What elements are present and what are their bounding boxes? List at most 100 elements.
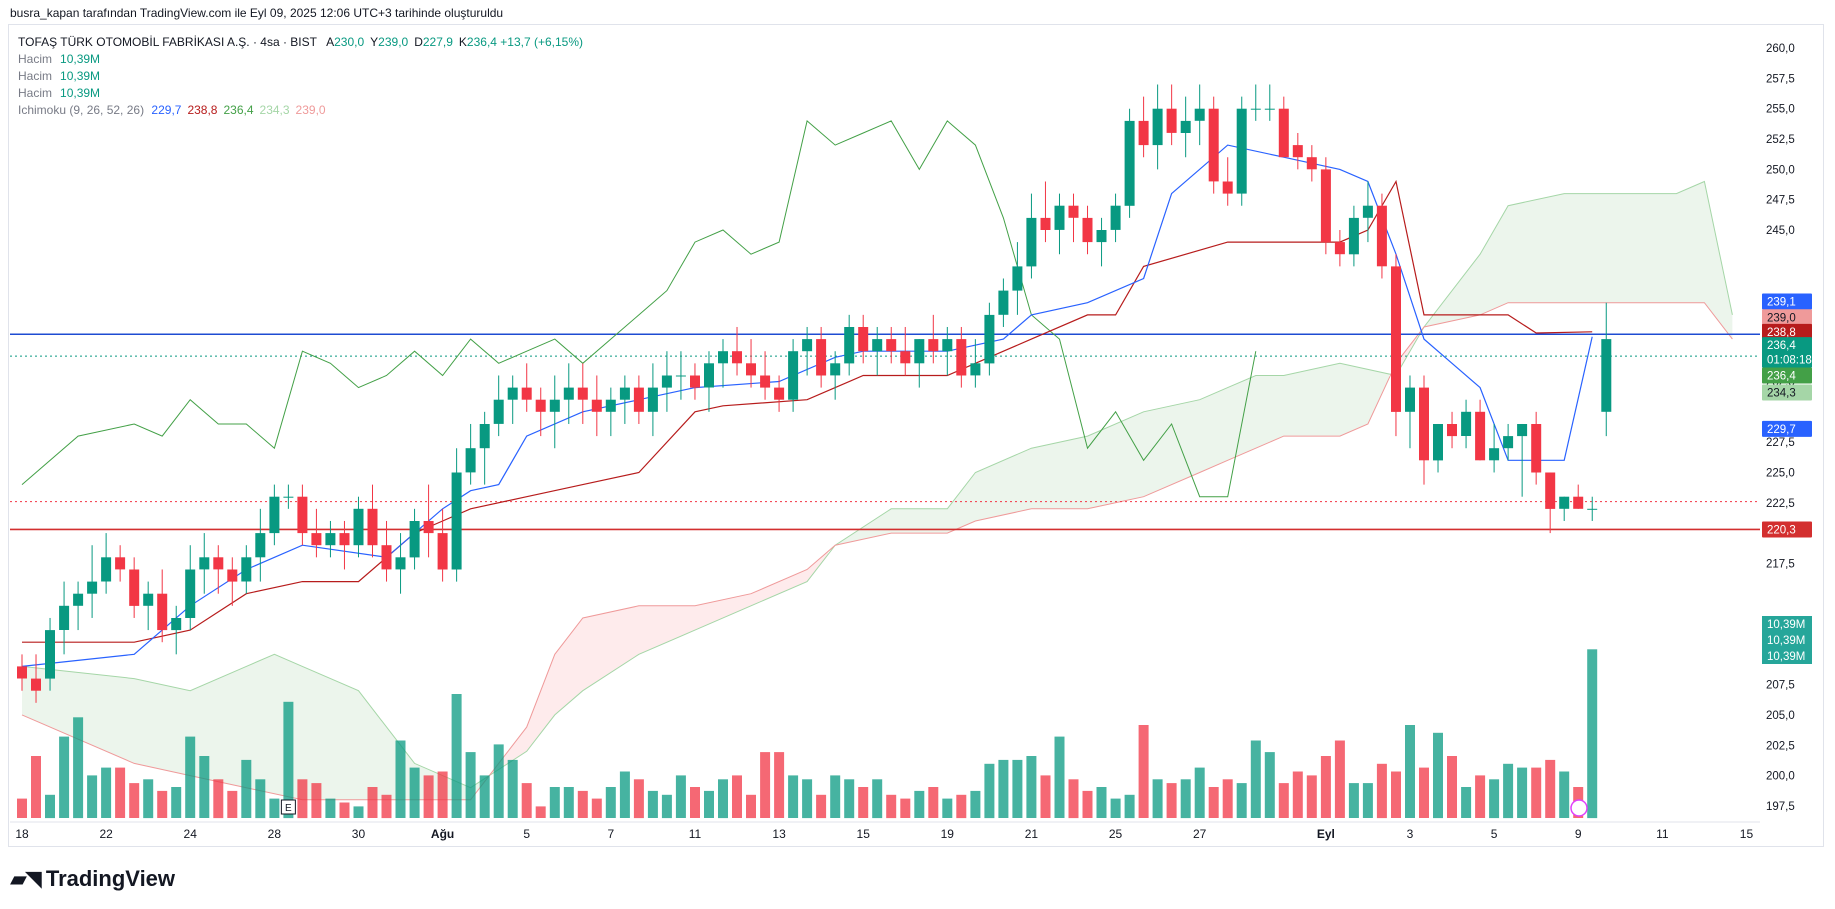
candle[interactable] <box>143 581 154 631</box>
candle[interactable] <box>1040 181 1051 243</box>
candle[interactable] <box>1208 96 1219 194</box>
candle[interactable] <box>1334 229 1345 267</box>
candle[interactable] <box>1447 411 1457 449</box>
candle[interactable] <box>45 617 55 691</box>
legend-ichimoku-row[interactable]: Ichimoku (9, 26, 52, 26) 229,7 238,8 236,4… <box>18 102 583 119</box>
candle[interactable] <box>1461 399 1472 449</box>
candle[interactable] <box>171 605 182 655</box>
candle[interactable] <box>199 533 210 594</box>
candle[interactable] <box>718 339 728 388</box>
candle[interactable] <box>942 326 953 376</box>
candle[interactable] <box>87 545 98 618</box>
candle[interactable] <box>690 363 700 400</box>
candle[interactable] <box>1012 242 1023 315</box>
candle[interactable] <box>465 423 476 485</box>
lightning-icon[interactable] <box>1570 799 1588 817</box>
candle[interactable] <box>914 339 925 388</box>
candle[interactable] <box>241 545 252 594</box>
candle[interactable] <box>619 375 630 424</box>
candle[interactable] <box>760 351 771 400</box>
candle[interactable] <box>255 508 266 582</box>
legend-symbol-row[interactable]: TOFAŞ TÜRK OTOMOBİL FABRİKASI A.Ş. · 4sa… <box>18 34 583 51</box>
candle[interactable] <box>816 326 827 388</box>
candle[interactable] <box>437 508 448 582</box>
candle[interactable] <box>1222 157 1233 206</box>
candle[interactable] <box>675 351 686 400</box>
candle[interactable] <box>1475 399 1486 461</box>
candle[interactable] <box>73 581 84 631</box>
legend-volume-row[interactable]: Hacim 10,39M <box>18 85 583 102</box>
candle[interactable] <box>157 569 168 643</box>
candle[interactable] <box>872 326 883 376</box>
candle[interactable] <box>339 520 350 570</box>
legend-volume-row[interactable]: Hacim 10,39M <box>18 68 583 85</box>
candle[interactable] <box>1096 217 1107 267</box>
candle[interactable] <box>1531 411 1542 485</box>
candle[interactable] <box>381 520 392 582</box>
candle[interactable] <box>1587 496 1598 521</box>
candle[interactable] <box>17 654 27 691</box>
candle[interactable] <box>1391 254 1401 437</box>
candle[interactable] <box>395 533 406 594</box>
candle[interactable] <box>59 581 70 655</box>
candle[interactable] <box>521 363 532 412</box>
candle[interactable] <box>1489 423 1500 473</box>
candle[interactable] <box>507 375 518 424</box>
earnings-event-marker[interactable]: E <box>280 799 296 815</box>
candle[interactable] <box>788 339 799 412</box>
candle[interactable] <box>1601 302 1612 437</box>
candle[interactable] <box>704 351 714 412</box>
candle[interactable] <box>1110 193 1121 243</box>
candle[interactable] <box>353 496 364 558</box>
candle[interactable] <box>1166 84 1177 146</box>
candle[interactable] <box>1068 193 1079 243</box>
candle[interactable] <box>115 545 126 582</box>
candle[interactable] <box>830 351 841 400</box>
candle[interactable] <box>1405 375 1415 449</box>
candle[interactable] <box>227 557 238 606</box>
candle[interactable] <box>1250 84 1261 121</box>
candle[interactable] <box>647 363 658 437</box>
candle[interactable] <box>563 363 574 424</box>
candle[interactable] <box>367 484 378 558</box>
candle[interactable] <box>101 533 112 594</box>
candle[interactable] <box>900 326 911 376</box>
candle[interactable] <box>325 520 336 558</box>
candle[interactable] <box>549 375 560 449</box>
candle[interactable] <box>1306 145 1317 182</box>
candle[interactable] <box>661 351 672 412</box>
candle[interactable] <box>1236 96 1247 206</box>
candle[interactable] <box>1419 375 1429 485</box>
candle[interactable] <box>493 375 504 437</box>
candle[interactable] <box>591 375 602 437</box>
candle[interactable] <box>1264 84 1275 121</box>
candle[interactable] <box>1545 472 1556 534</box>
candle[interactable] <box>1573 484 1584 509</box>
candle[interactable] <box>1180 96 1191 158</box>
candle[interactable] <box>970 339 981 388</box>
candle[interactable] <box>451 448 462 582</box>
candle[interactable] <box>1124 108 1135 218</box>
candle[interactable] <box>423 484 434 558</box>
candle[interactable] <box>998 278 1009 327</box>
candle[interactable] <box>409 508 420 570</box>
candle[interactable] <box>928 314 939 364</box>
candle[interactable] <box>311 508 322 558</box>
candle[interactable] <box>1138 96 1149 158</box>
candle[interactable] <box>1292 132 1303 170</box>
candle[interactable] <box>1348 205 1359 267</box>
candle[interactable] <box>1503 423 1514 461</box>
candle[interactable] <box>633 375 644 424</box>
candle[interactable] <box>1054 193 1065 255</box>
candle[interactable] <box>1194 84 1205 146</box>
candle[interactable] <box>956 326 967 388</box>
candle[interactable] <box>844 314 855 376</box>
candle[interactable] <box>479 411 490 485</box>
candle[interactable] <box>535 387 546 437</box>
candle[interactable] <box>858 314 869 364</box>
candle[interactable] <box>774 375 785 412</box>
candle[interactable] <box>1278 96 1289 158</box>
candle[interactable] <box>605 387 616 437</box>
tradingview-brand[interactable]: ▰◥ TradingView <box>10 866 175 892</box>
